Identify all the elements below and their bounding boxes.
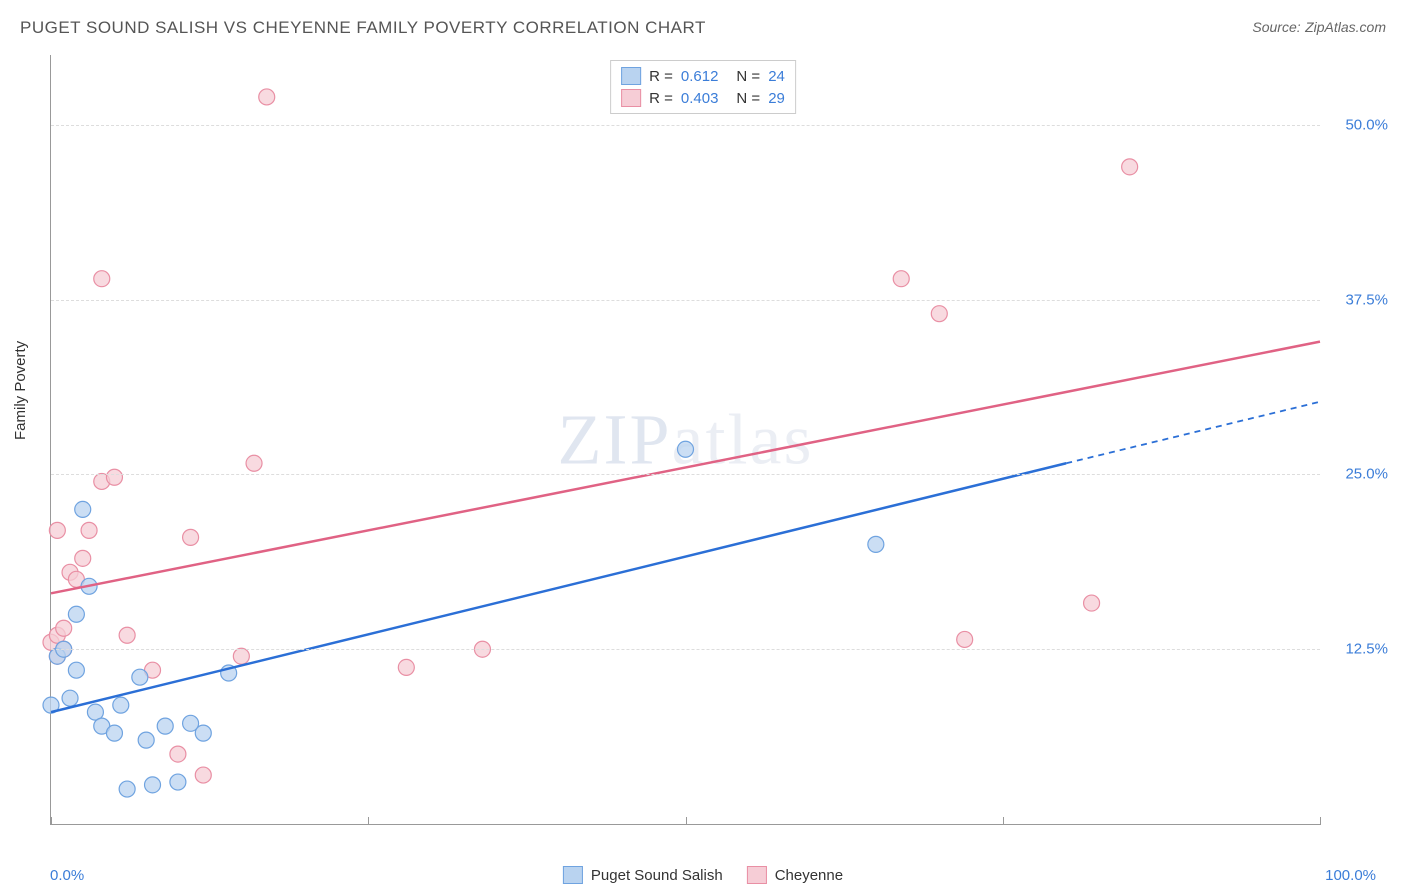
x-tick-mark xyxy=(686,817,687,825)
data-point xyxy=(94,271,110,287)
y-axis-label: Family Poverty xyxy=(12,341,29,440)
data-point xyxy=(119,627,135,643)
series1-name: Puget Sound Salish xyxy=(591,867,723,884)
data-point xyxy=(106,725,122,741)
data-point xyxy=(68,606,84,622)
swatch-bottom-1 xyxy=(563,866,583,884)
trend-line xyxy=(51,463,1066,712)
data-point xyxy=(138,732,154,748)
data-point xyxy=(868,536,884,552)
legend-item-series2: Cheyenne xyxy=(747,866,843,884)
legend-item-series1: Puget Sound Salish xyxy=(563,866,723,884)
trend-line-extrapolated xyxy=(1066,402,1320,464)
source-attribution: Source: ZipAtlas.com xyxy=(1252,19,1386,37)
y-tick-label: 50.0% xyxy=(1345,116,1388,133)
data-point xyxy=(170,774,186,790)
data-point xyxy=(893,271,909,287)
gridline xyxy=(51,125,1320,126)
data-point xyxy=(132,669,148,685)
y-tick-label: 37.5% xyxy=(1345,291,1388,308)
data-point xyxy=(106,469,122,485)
data-point xyxy=(1122,159,1138,175)
data-point xyxy=(1084,595,1100,611)
data-point xyxy=(157,718,173,734)
data-point xyxy=(957,631,973,647)
r-label-2: R = xyxy=(649,90,673,107)
data-point xyxy=(49,522,65,538)
x-tick-mark xyxy=(1003,817,1004,825)
data-point xyxy=(170,746,186,762)
n-label-1: N = xyxy=(736,68,760,85)
n-label-2: N = xyxy=(736,90,760,107)
data-point xyxy=(75,550,91,566)
x-tick-mark xyxy=(1320,817,1321,825)
data-point xyxy=(113,697,129,713)
swatch-series1 xyxy=(621,67,641,85)
data-point xyxy=(259,89,275,105)
data-point xyxy=(56,620,72,636)
data-point xyxy=(195,725,211,741)
data-point xyxy=(81,522,97,538)
x-tick-label: 100.0% xyxy=(1325,867,1376,884)
scatter-plot-svg xyxy=(51,55,1320,824)
n-value-1: 24 xyxy=(768,68,785,85)
r-value-1: 0.612 xyxy=(681,68,719,85)
legend-row-series1: R = 0.612 N = 24 xyxy=(621,65,785,87)
n-value-2: 29 xyxy=(768,90,785,107)
y-tick-label: 25.0% xyxy=(1345,466,1388,483)
data-point xyxy=(398,659,414,675)
data-point xyxy=(931,306,947,322)
series2-name: Cheyenne xyxy=(775,867,843,884)
y-tick-label: 12.5% xyxy=(1345,641,1388,658)
data-point xyxy=(68,662,84,678)
data-point xyxy=(233,648,249,664)
source-name: ZipAtlas.com xyxy=(1305,19,1386,35)
data-point xyxy=(195,767,211,783)
gridline xyxy=(51,300,1320,301)
data-point xyxy=(183,529,199,545)
data-point xyxy=(145,777,161,793)
legend-row-series2: R = 0.403 N = 29 xyxy=(621,87,785,109)
r-value-2: 0.403 xyxy=(681,90,719,107)
series-legend: Puget Sound Salish Cheyenne xyxy=(563,866,843,884)
swatch-series2 xyxy=(621,89,641,107)
correlation-legend: R = 0.612 N = 24 R = 0.403 N = 29 xyxy=(610,60,796,114)
gridline xyxy=(51,649,1320,650)
x-tick-mark xyxy=(51,817,52,825)
r-label-1: R = xyxy=(649,68,673,85)
x-tick-mark xyxy=(368,817,369,825)
chart-title: PUGET SOUND SALISH VS CHEYENNE FAMILY PO… xyxy=(20,18,706,38)
gridline xyxy=(51,474,1320,475)
data-point xyxy=(246,455,262,471)
data-point xyxy=(119,781,135,797)
source-label: Source: xyxy=(1252,19,1300,35)
x-tick-label: 0.0% xyxy=(50,867,84,884)
chart-plot-area: ZIPatlas xyxy=(50,55,1320,825)
data-point xyxy=(62,690,78,706)
swatch-bottom-2 xyxy=(747,866,767,884)
data-point xyxy=(75,501,91,517)
data-point xyxy=(678,441,694,457)
